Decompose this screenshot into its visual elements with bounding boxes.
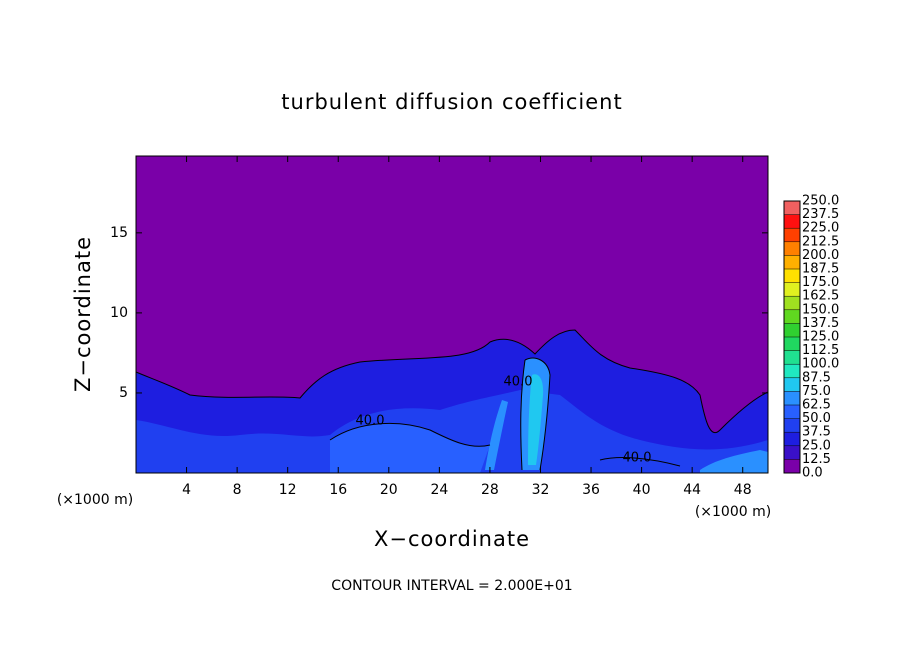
field-region [528,374,544,465]
colorbar-swatch [784,214,800,229]
colorbar-swatch [784,228,800,242]
x-tick-label: 4 [182,482,191,498]
colorbar-swatch [784,201,800,215]
colorbar-label: 250.0 [802,194,839,209]
field [135,156,769,473]
y-axis-label: Z−coordinate [71,236,95,392]
x-tick-label: 36 [582,482,600,498]
x-unit: (×1000 m) [57,492,133,508]
field-region [330,423,490,473]
x-tick-label: 48 [734,482,752,498]
x-unit: (×1000 m) [695,504,771,520]
x-tick-label: 40 [633,482,651,498]
colorbar-swatch [784,350,800,365]
x-tick-label: 20 [380,482,398,498]
x-tick-label: 44 [683,482,701,498]
field-region [485,400,508,470]
colorbar-label: 37.5 [802,425,831,440]
colorbar-swatch [784,391,800,405]
colorbar-label: 87.5 [802,370,831,385]
colorbar-label: 237.5 [802,207,839,222]
colorbar-swatch [784,337,800,351]
colorbar-swatch [784,459,800,473]
colorbar-label: 75.0 [802,384,831,399]
x-tick-label: 32 [532,482,550,498]
x-tick-label: 28 [481,482,499,498]
plot-frame [135,155,769,474]
colorbar-swatch [784,323,800,337]
colorbar-label: 187.5 [802,262,839,277]
colorbar-swatch [784,282,800,297]
colorbar-label: 50.0 [802,411,831,426]
colorbar-label: 137.5 [802,316,839,331]
colorbar-label: 62.5 [802,398,831,413]
x-tick-label: 8 [233,482,242,498]
x-axis-label: X−coordinate [374,527,530,551]
x-tick-label: 12 [279,482,297,498]
colorbar-swatch [784,418,800,433]
y-tick-label: 10 [110,305,128,321]
colorbar-label: 225.0 [802,221,839,236]
colorbar-swatch [784,269,800,283]
colorbar-swatch [784,241,800,256]
colorbar-swatch [784,364,800,378]
contour-label: 40.0 [623,451,652,466]
colorbar-label: 112.5 [802,343,839,358]
contour-line [135,329,769,433]
colorbar-label: 100.0 [802,357,839,372]
colorbar-swatch [784,255,800,269]
footer: CONTOUR INTERVAL = 2.000E+01 [331,578,572,594]
colorbar-swatch [784,377,800,392]
colorbar-label: 175.0 [802,275,839,290]
colorbar-swatch [784,296,800,310]
contour-line [329,357,681,471]
field-region [136,390,768,473]
colorbar-label: 125.0 [802,330,839,345]
colorbar-swatch [784,405,800,419]
colorbar-swatch [784,309,800,324]
colorbar-label: 150.0 [802,302,839,317]
colorbar-label: 162.5 [802,289,839,304]
colorbar-swatch [784,432,800,446]
colorbar-swatch [784,445,800,460]
colorbar-label: 12.5 [802,452,831,467]
chart-title: turbulent diffusion coefficient [281,90,622,114]
contour-label: 40.0 [356,414,385,429]
field-region [700,450,768,473]
y-tick-label: 15 [110,225,128,241]
y-tick-label: 5 [119,385,128,401]
colorbar-label: 0.0 [802,466,823,481]
colorbar-label: 200.0 [802,248,839,263]
colorbar-label: 212.5 [802,234,839,249]
x-tick-label: 24 [430,482,448,498]
x-tick-label: 16 [329,482,347,498]
colorbar-label: 25.0 [802,438,831,453]
contour-label: 40.0 [504,375,533,390]
